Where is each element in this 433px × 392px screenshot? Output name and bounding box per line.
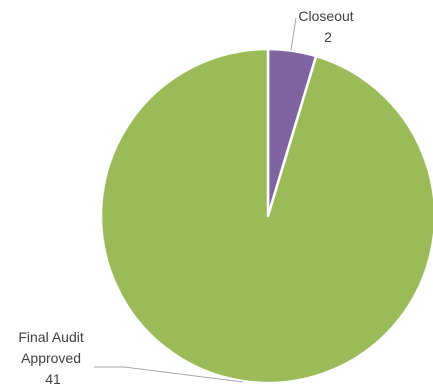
- data-label-final-line2: Approved: [21, 350, 81, 366]
- data-label-final-audit-approved: Final Audit Approved 41: [18, 329, 87, 387]
- pie-slice-final-audit-approved: [99, 47, 433, 385]
- data-label-final-line1: Final Audit: [18, 329, 83, 345]
- data-label-closeout: Closeout 2: [298, 8, 357, 45]
- data-label-closeout-name: Closeout: [298, 8, 353, 24]
- data-labels: Closeout 2 Final Audit Approved 41: [18, 8, 357, 387]
- leader-lines: [94, 17, 297, 383]
- data-label-final-value: 41: [45, 371, 61, 387]
- pie-slices: [99, 47, 433, 385]
- data-label-closeout-value: 2: [324, 29, 332, 45]
- leader-line-final-audit-approved: [94, 366, 244, 383]
- leader-line-closeout: [290, 17, 297, 51]
